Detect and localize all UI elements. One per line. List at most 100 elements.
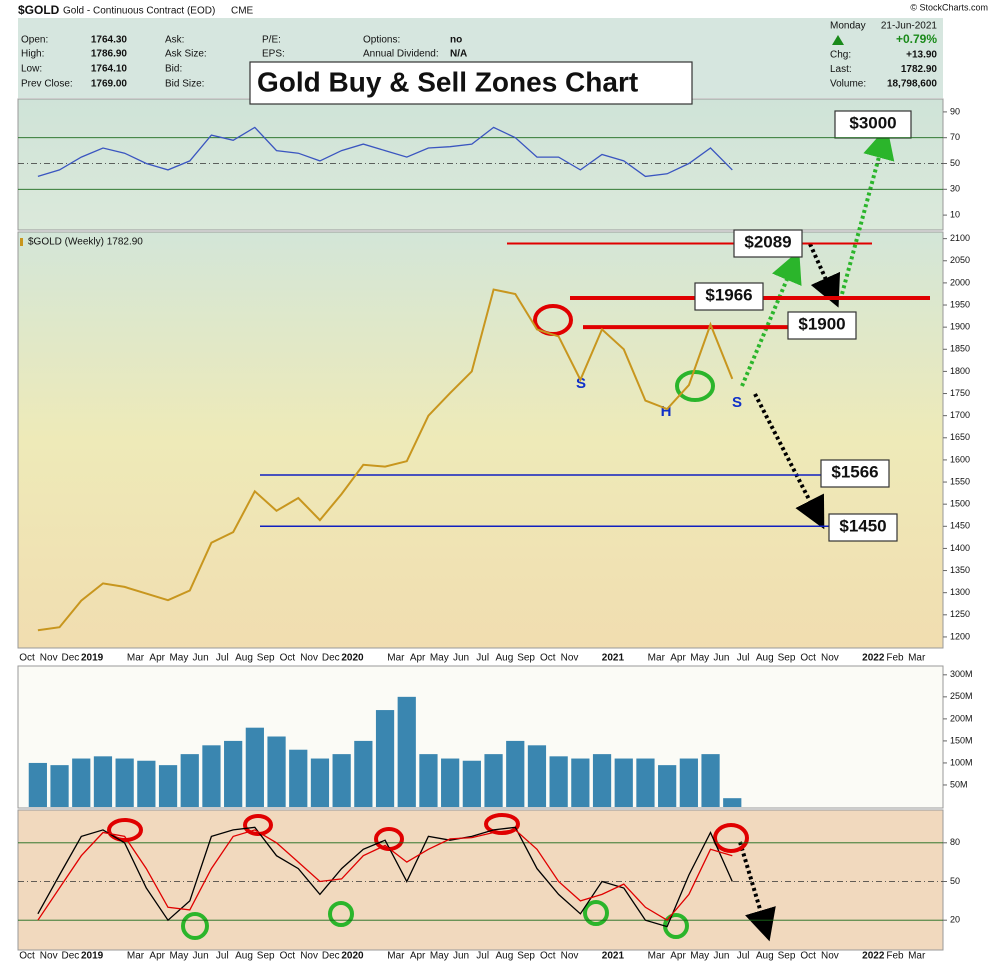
field-label: Options:	[363, 35, 400, 46]
y-tick-label: 1800	[950, 366, 970, 376]
x-tick-label: Mar	[387, 951, 405, 962]
x-tick-label: 2019	[81, 653, 104, 664]
y-tick-label: 1400	[950, 543, 970, 553]
x-tick-label: Jun	[453, 653, 469, 664]
annotation: S	[732, 394, 742, 411]
x-tick-label: Apr	[410, 951, 426, 962]
bar	[701, 754, 720, 807]
y-tick-label: 70	[950, 132, 960, 142]
field-value: 18,798,600	[887, 79, 937, 90]
series-line	[37, 826, 733, 928]
x-tick-label: Apr	[670, 653, 686, 664]
overbought-circle	[243, 814, 273, 836]
field-label: Last:	[830, 64, 852, 75]
legend-label: $GOLD (Weekly) 1782.90	[28, 237, 143, 248]
bar	[224, 740, 243, 807]
price-panel	[17, 231, 944, 649]
label-box	[820, 459, 890, 488]
annotation: S	[576, 375, 586, 392]
arrow	[808, 243, 841, 308]
x-tick-label: 2022	[862, 951, 885, 962]
x-tick-label: Aug	[235, 653, 253, 664]
y-tick-label: 90	[950, 106, 960, 116]
x-tick-label: Feb	[886, 951, 904, 962]
y-tick-label: 1200	[950, 631, 970, 641]
y-tick-label: 1600	[950, 454, 970, 464]
x-tick-label: Sep	[257, 653, 275, 664]
y-tick-label: 30	[950, 184, 960, 194]
x-tick-label: Oct	[280, 653, 296, 664]
x-tick-label: 2021	[602, 653, 625, 664]
x-tick-label: Mar	[387, 653, 405, 664]
x-tick-label: Jul	[737, 653, 750, 664]
exchange: CME	[231, 6, 254, 17]
x-tick-label: Mar	[648, 951, 666, 962]
y-tick-label: 20	[950, 915, 960, 925]
x-tick-label: Jun	[193, 951, 209, 962]
x-tick-label: Jun	[713, 653, 729, 664]
bar	[614, 758, 633, 807]
y-tick-label: 1700	[950, 410, 970, 420]
label-box	[694, 282, 764, 311]
legend-swatch	[20, 238, 23, 246]
field-label: Annual Dividend:	[363, 49, 439, 60]
x-tick-label: Jul	[216, 653, 229, 664]
y-tick-label: 150M	[950, 735, 973, 745]
x-tick-label: Apr	[410, 653, 426, 664]
field-label: Open:	[21, 35, 48, 46]
x-tick-label: Nov	[300, 951, 318, 962]
y-tick-label: 1850	[950, 344, 970, 354]
label-box	[733, 229, 803, 258]
instrument-name: Gold - Continuous Contract (EOD)	[63, 6, 215, 17]
bar	[484, 754, 503, 807]
chart-title: Gold Buy & Sell Zones Chart	[257, 66, 638, 97]
y-tick-label: 1350	[950, 565, 970, 575]
overbought-circle	[107, 818, 143, 842]
x-tick-label: Nov	[40, 951, 58, 962]
bar	[527, 745, 547, 807]
y-tick-label: 1900	[950, 322, 970, 332]
x-tick-label: Jun	[193, 653, 209, 664]
x-tick-label: Aug	[756, 951, 774, 962]
bar	[571, 758, 590, 807]
arrow	[840, 126, 895, 295]
arrow	[740, 250, 802, 387]
y-tick-label: 1250	[950, 609, 970, 619]
x-tick-label: Sep	[257, 951, 275, 962]
bar	[180, 754, 199, 807]
field-value: +13.90	[906, 50, 937, 61]
stochastic-panel	[17, 809, 944, 951]
x-tick-label: Aug	[496, 653, 514, 664]
x-tick-label: Oct	[280, 951, 296, 962]
bar	[332, 754, 351, 807]
bar	[158, 765, 178, 807]
x-tick-label: Mar	[648, 653, 666, 664]
x-tick-label: Nov	[40, 653, 58, 664]
x-tick-label: Mar	[908, 951, 926, 962]
field-label: Ask:	[165, 35, 184, 46]
x-tick-label: Apr	[670, 951, 686, 962]
y-tick-label: 2100	[950, 233, 970, 243]
x-tick-label: Oct	[540, 653, 556, 664]
x-tick-label: May	[169, 653, 188, 664]
x-tick-label: May	[430, 653, 449, 664]
label-box	[828, 513, 898, 542]
field-label: EPS:	[262, 49, 285, 60]
field-label: High:	[21, 49, 44, 60]
y-tick-label: 1500	[950, 499, 970, 509]
bar	[115, 758, 134, 807]
y-tick-label: 80	[950, 837, 960, 847]
y-tick-label: 50	[950, 158, 960, 168]
x-tick-label: Aug	[496, 951, 514, 962]
bar	[658, 765, 677, 807]
x-tick-label: Dec	[322, 653, 340, 664]
field-label: Low:	[21, 64, 42, 75]
field-value: 1786.90	[91, 49, 128, 60]
x-tick-label: Jun	[453, 951, 469, 962]
x-tick-label: Sep	[517, 951, 535, 962]
x-tick-label: Feb	[886, 653, 904, 664]
annotation: $3000	[849, 113, 896, 132]
bar	[679, 758, 698, 807]
